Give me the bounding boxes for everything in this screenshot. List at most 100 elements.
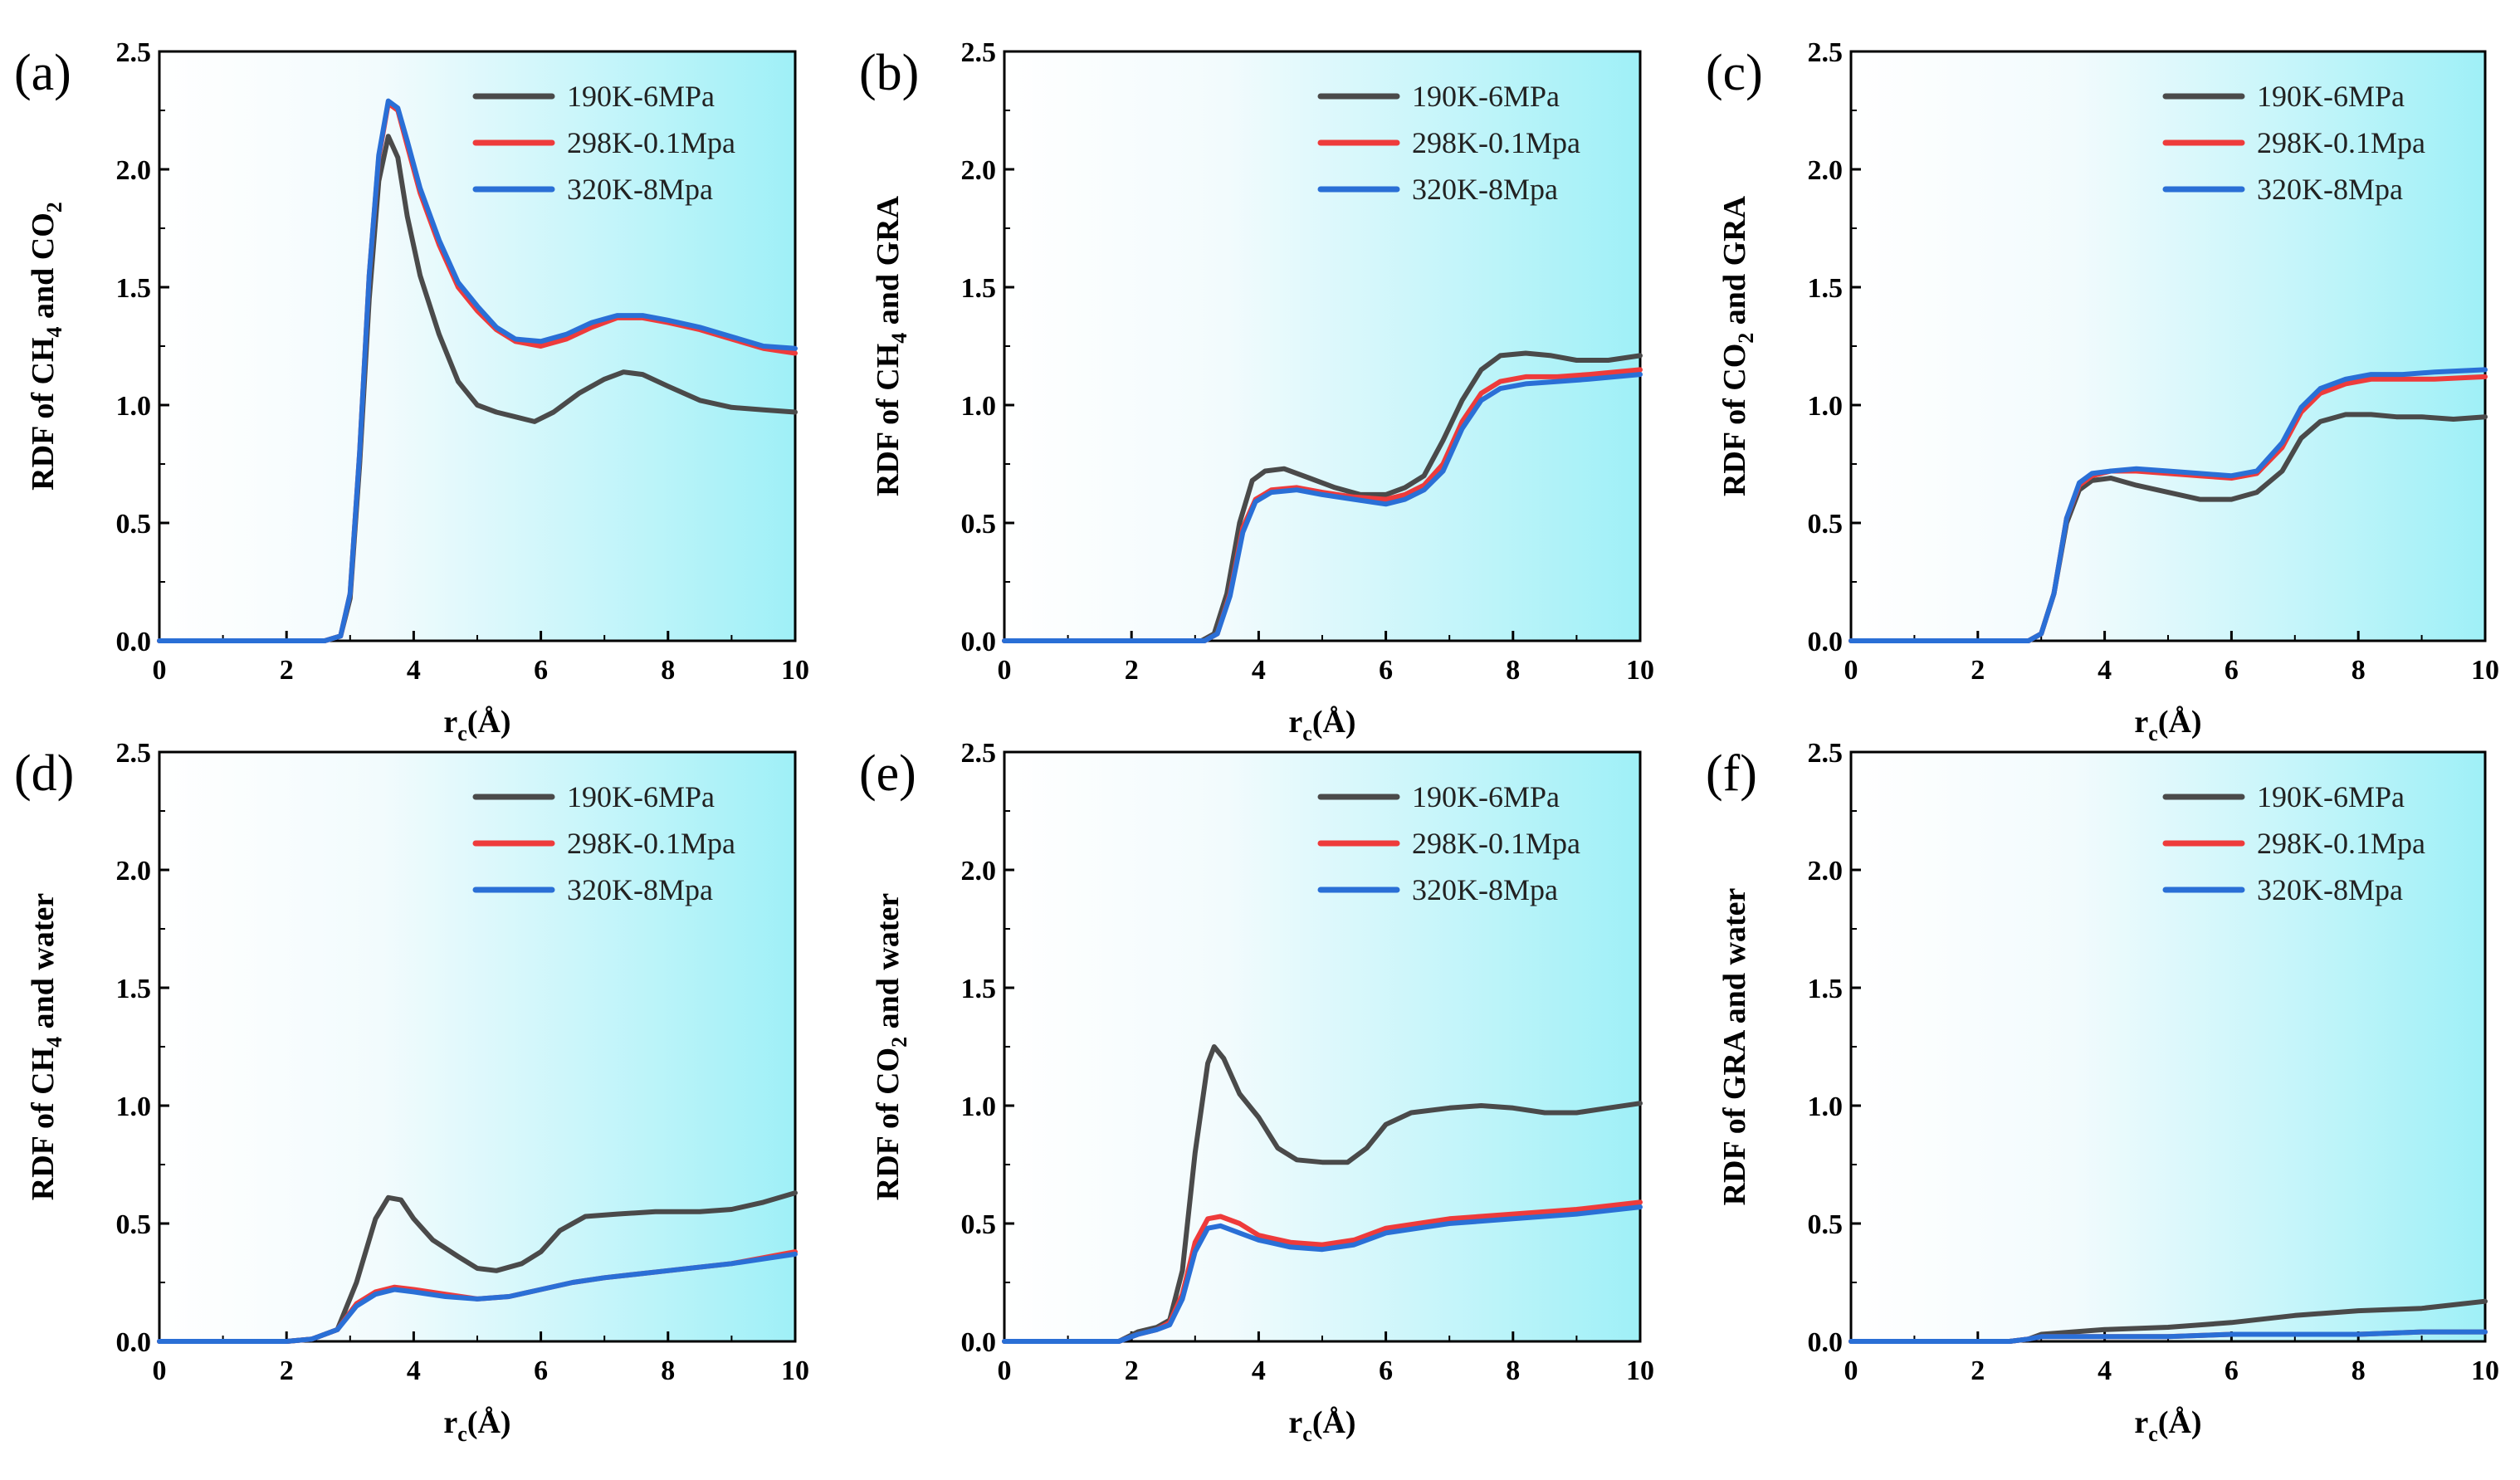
x-tick-label: 6 <box>2225 655 2239 686</box>
y-tick-label: 1.0 <box>961 1092 997 1122</box>
x-axis-title: rc(Å) <box>1288 705 1355 745</box>
chart-panel-5: 0 2 4 6 8 10 0.0 0.5 1.0 1.5 2.0 2.5 190K-6MPa 298K-0… <box>859 738 1654 1446</box>
legend-entry: 190K-6MPa <box>567 80 715 113</box>
legend-entry: 298K-0.1Mpa <box>567 126 735 159</box>
y-tick-label: 0.5 <box>961 1209 997 1240</box>
series-line-3 <box>1848 367 2488 643</box>
panel-label: (c) <box>1706 45 1763 101</box>
y-tick-label: 2.0 <box>1808 155 1844 186</box>
x-tick-label: 4 <box>2098 1355 2112 1386</box>
series-line-1 <box>1002 350 1643 643</box>
y-tick-label: 2.5 <box>961 738 997 769</box>
y-tick-label: 1.0 <box>116 1092 152 1122</box>
x-tick-label: 10 <box>781 655 809 686</box>
panel-label: (e) <box>859 745 916 802</box>
x-tick-label: 0 <box>998 655 1012 686</box>
x-tick-label: 6 <box>534 655 548 686</box>
legend-entry: 320K-8Mpa <box>567 873 713 906</box>
legend-entry: 190K-6MPa <box>1412 80 1560 113</box>
x-tick-label: 4 <box>407 1355 421 1386</box>
x-tick-label: 6 <box>534 1355 548 1386</box>
x-tick-label: 8 <box>1506 1355 1520 1386</box>
y-axis-title: RDF of CO2 and GRA <box>1717 195 1758 496</box>
x-tick-label: 2 <box>1971 1355 1985 1386</box>
x-tick-label: 0 <box>1844 655 1858 686</box>
series-line-3 <box>157 1251 798 1344</box>
panel-label: (f) <box>1706 745 1757 802</box>
plot-background <box>159 51 795 641</box>
y-tick-label: 2.0 <box>961 155 997 186</box>
x-tick-label: 4 <box>2098 655 2112 686</box>
y-tick-label: 0.0 <box>961 1327 997 1358</box>
y-axis-title: RDF of CO2 and water <box>871 893 911 1201</box>
legend-entry: 190K-6MPa <box>1412 780 1560 813</box>
x-tick-label: 8 <box>1506 655 1520 686</box>
chart-panel-3: 0 2 4 6 8 10 0.0 0.5 1.0 1.5 2.0 2.5 190K-6MPa 298K-0… <box>1706 37 2499 745</box>
legend-entry: 320K-8Mpa <box>2257 173 2403 206</box>
x-tick-label: 2 <box>1971 655 1985 686</box>
plot-background <box>1851 51 2485 641</box>
x-axis-title: rc(Å) <box>1288 1405 1355 1446</box>
legend-entry: 298K-0.1Mpa <box>1412 126 1580 159</box>
x-tick-label: 6 <box>1379 1355 1393 1386</box>
y-tick-label: 1.0 <box>116 391 152 422</box>
y-tick-label: 0.5 <box>116 1209 152 1240</box>
x-tick-label: 0 <box>153 655 167 686</box>
x-tick-label: 6 <box>2225 1355 2239 1386</box>
x-tick-label: 8 <box>661 1355 675 1386</box>
y-tick-label: 0.5 <box>961 509 997 540</box>
legend-entry: 320K-8Mpa <box>1412 873 1558 906</box>
y-tick-label: 2.5 <box>1808 37 1844 68</box>
y-tick-label: 2.5 <box>116 37 152 68</box>
legend-entry: 190K-6MPa <box>567 780 715 813</box>
y-tick-label: 2.0 <box>1808 856 1844 887</box>
x-tick-label: 10 <box>1626 1355 1654 1386</box>
y-tick-label: 1.5 <box>1808 974 1844 1004</box>
y-tick-label: 1.5 <box>961 273 997 304</box>
y-tick-label: 2.5 <box>116 738 152 769</box>
x-tick-label: 4 <box>407 655 421 686</box>
panel-label: (b) <box>859 45 919 101</box>
legend-entry: 190K-6MPa <box>2257 80 2405 113</box>
panel-label: (a) <box>14 45 71 101</box>
x-tick-label: 2 <box>1125 655 1139 686</box>
y-tick-label: 0.0 <box>116 1327 152 1358</box>
legend-entry: 298K-0.1Mpa <box>1412 827 1580 860</box>
chart-panel-4: 0 2 4 6 8 10 0.0 0.5 1.0 1.5 2.0 2.5 190K-6MPa 298K-0… <box>14 738 809 1446</box>
y-tick-label: 2.5 <box>961 37 997 68</box>
y-tick-label: 2.0 <box>116 155 152 186</box>
y-tick-label: 1.5 <box>1808 273 1844 304</box>
plot-background <box>159 752 795 1341</box>
y-tick-label: 1.0 <box>1808 391 1844 422</box>
x-tick-label: 0 <box>153 1355 167 1386</box>
x-tick-label: 8 <box>2352 655 2366 686</box>
y-tick-label: 0.5 <box>116 509 152 540</box>
chart-panel-1: 0 2 4 6 8 10 0.0 0.5 1.0 1.5 2.0 2.5 190K-6MPa 298K-0… <box>14 37 809 745</box>
series-line-3 <box>1002 1204 1643 1344</box>
x-tick-label: 2 <box>280 1355 294 1386</box>
y-tick-label: 1.0 <box>1808 1092 1844 1122</box>
x-tick-label: 10 <box>2471 655 2499 686</box>
plot-background <box>1851 752 2485 1341</box>
legend-entry: 320K-8Mpa <box>2257 873 2403 906</box>
y-tick-label: 1.0 <box>961 391 997 422</box>
x-tick-label: 8 <box>661 655 675 686</box>
x-tick-label: 10 <box>781 1355 809 1386</box>
x-tick-label: 4 <box>1252 655 1266 686</box>
x-tick-label: 2 <box>280 655 294 686</box>
legend-entry: 190K-6MPa <box>2257 780 2405 813</box>
x-tick-label: 10 <box>2471 1355 2499 1386</box>
y-axis-title: RDF of CH4 and GRA <box>871 195 911 496</box>
y-axis-title: RDF of CH4 and water <box>26 893 66 1201</box>
series-line-3 <box>1848 1329 2488 1344</box>
x-axis-title: rc(Å) <box>443 1405 510 1446</box>
y-tick-label: 0.5 <box>1808 1209 1844 1240</box>
legend-entry: 298K-0.1Mpa <box>2257 126 2425 159</box>
y-axis-title: RDF of CH4 and CO2 <box>26 202 66 491</box>
y-tick-label: 2.0 <box>961 856 997 887</box>
x-tick-label: 2 <box>1125 1355 1139 1386</box>
legend-entry: 320K-8Mpa <box>1412 173 1558 206</box>
x-tick-label: 10 <box>1626 655 1654 686</box>
chart-panel-6: 0 2 4 6 8 10 0.0 0.5 1.0 1.5 2.0 2.5 190K-6MPa 298K-0… <box>1706 738 2499 1446</box>
